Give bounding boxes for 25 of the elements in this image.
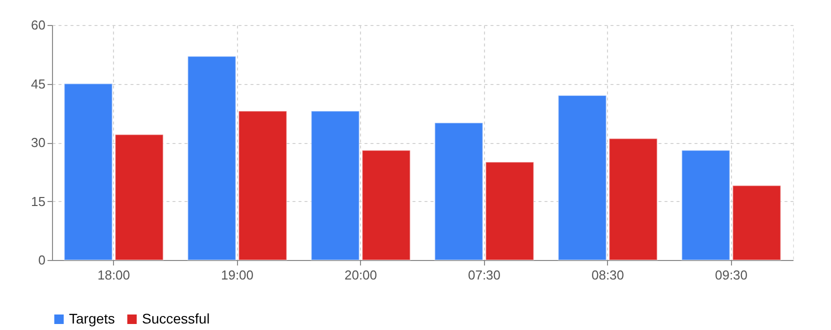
y-tick-label: 60 [31,18,46,32]
bar [608,138,658,260]
x-tick-label: 09:30 [714,268,748,282]
x-tick-label: 07:30 [468,268,501,282]
x-tick-label: 19:00 [220,268,254,282]
y-tick-label: 30 [31,135,46,150]
bar [114,134,164,260]
bar [732,185,782,260]
bar [681,150,730,260]
legend-label: Successful [142,310,210,326]
y-tick-label: 45 [31,76,46,92]
bar [362,150,411,260]
y-tick-label: 15 [31,194,46,209]
x-tick-label: 08:30 [591,268,624,282]
bar [310,110,360,260]
bar [238,110,288,260]
legend-label: Targets [69,310,115,326]
x-tick-label: 18:00 [97,268,130,282]
y-tick-label: 0 [38,252,46,268]
bar [434,122,484,260]
bar [64,83,113,260]
x-tick-label: 20:00 [344,268,378,282]
bar [558,95,607,260]
bar [485,162,534,260]
bar [187,56,236,260]
